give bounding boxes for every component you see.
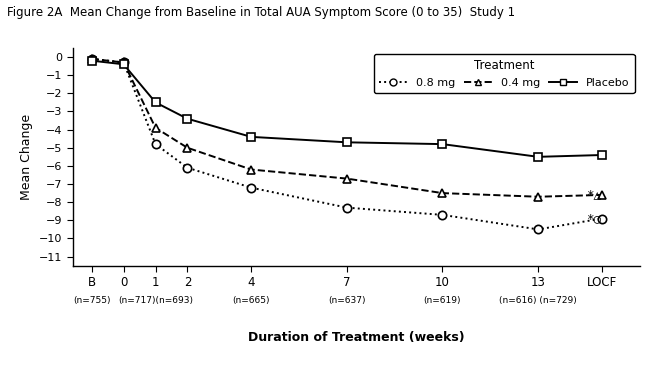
Text: (n=619): (n=619) bbox=[424, 296, 461, 305]
Text: *△: *△ bbox=[586, 189, 601, 201]
Text: (n=637): (n=637) bbox=[328, 296, 366, 305]
Text: (n=665): (n=665) bbox=[232, 296, 270, 305]
X-axis label: Duration of Treatment (weeks): Duration of Treatment (weeks) bbox=[248, 331, 465, 344]
Text: (n=717)(n=693): (n=717)(n=693) bbox=[118, 296, 193, 305]
Text: (n=755): (n=755) bbox=[73, 296, 110, 305]
Legend: 0.8 mg, 0.4 mg, Placebo: 0.8 mg, 0.4 mg, Placebo bbox=[374, 54, 635, 93]
Text: Figure 2A  Mean Change from Baseline in Total AUA Symptom Score (0 to 35)  Study: Figure 2A Mean Change from Baseline in T… bbox=[7, 6, 515, 18]
Text: *○: *○ bbox=[586, 212, 601, 225]
Text: (n=616) (n=729): (n=616) (n=729) bbox=[499, 296, 577, 305]
Y-axis label: Mean Change: Mean Change bbox=[20, 114, 33, 200]
